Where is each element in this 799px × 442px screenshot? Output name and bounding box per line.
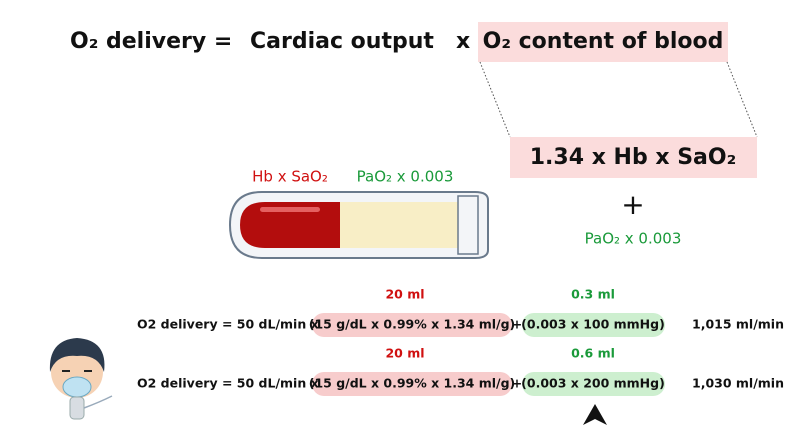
equation-lhs: O2 delivery = 50 dL/min x	[137, 376, 319, 391]
plus: +	[512, 317, 522, 332]
pa-term: (0.003 x 200 mmHg)	[521, 376, 665, 391]
dissolved: PaO₂ x 0.003	[585, 230, 682, 248]
formula: 1.34 x Hb x SaO₂	[530, 145, 737, 170]
hb-pill	[312, 313, 512, 337]
hb-term: (15 g/dL x 0.99% x 1.34 ml/g)	[309, 376, 516, 391]
equation-lhs: O2 delivery = 50 dL/min x	[137, 317, 319, 332]
test-tube	[228, 191, 489, 259]
pa-pill	[522, 313, 665, 337]
formula-box	[510, 137, 757, 178]
dissolved-amount: 0.3 ml	[571, 287, 615, 302]
connector	[726, 61, 758, 138]
child-icon	[49, 338, 113, 420]
content-box	[478, 22, 728, 62]
header-times: x	[456, 29, 470, 54]
tube-red-label: Hb x SaO₂	[252, 168, 328, 186]
arrowhead	[583, 404, 607, 425]
bound-amount: 20 ml	[385, 287, 424, 302]
bound-amount: 20 ml	[385, 346, 424, 361]
hb-term: (15 g/dL x 0.99% x 1.34 ml/g)	[309, 317, 516, 332]
plus: +	[512, 376, 522, 391]
dissolved-amount: 0.6 ml	[571, 346, 615, 361]
connector	[479, 61, 511, 138]
plus: +	[621, 188, 644, 221]
header-cardiac: Cardiac output	[250, 29, 434, 54]
pa-term: (0.003 x 100 mmHg)	[521, 317, 665, 332]
pa-pill	[522, 372, 665, 396]
result: 1,015 ml/min	[692, 317, 784, 332]
header-lhs: O₂ delivery =	[70, 29, 232, 54]
hb-pill	[312, 372, 512, 396]
tube-yellow-label: PaO₂ x 0.003	[357, 168, 454, 186]
result: 1,030 ml/min	[692, 376, 784, 391]
header-content: O₂ content of blood	[483, 29, 724, 54]
